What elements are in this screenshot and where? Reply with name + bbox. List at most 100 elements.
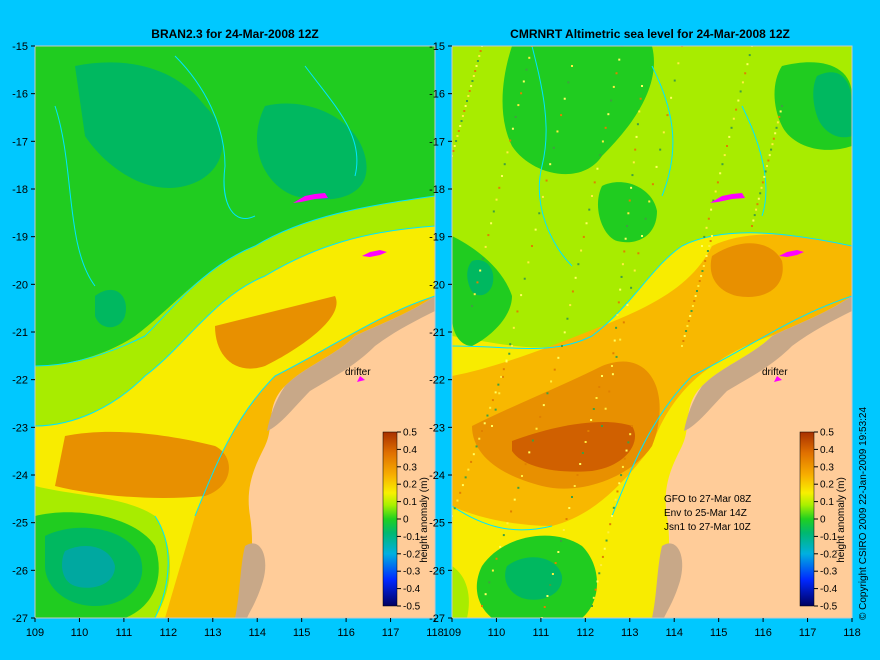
track-dot	[501, 175, 503, 177]
track-dot	[505, 360, 508, 363]
track-dot	[618, 58, 621, 61]
track-dot	[484, 593, 487, 596]
track-dot	[571, 496, 573, 498]
track-dot	[748, 54, 751, 57]
track-dot	[551, 573, 554, 575]
track-dot	[700, 275, 703, 277]
track-dot	[464, 105, 467, 107]
track-dot	[619, 338, 622, 341]
track-dot	[633, 269, 636, 272]
track-dot	[601, 555, 604, 558]
track-dot	[770, 148, 773, 151]
track-dot	[746, 63, 749, 66]
track-dot	[483, 422, 486, 425]
track-dot	[761, 181, 764, 184]
lat-tick-label: -17	[12, 136, 28, 148]
track-dot	[503, 163, 506, 166]
track-dot	[659, 148, 662, 151]
track-dot	[554, 562, 557, 564]
track-dot	[466, 100, 468, 102]
colorbar-tick-label: 0.5	[820, 428, 834, 439]
lat-tick-label: -19	[429, 232, 445, 244]
track-dot	[694, 295, 697, 297]
track-dot	[604, 407, 607, 410]
track-dot	[708, 245, 711, 247]
lat-tick-label: -23	[12, 422, 28, 434]
track-dot	[710, 208, 713, 211]
track-dot	[625, 449, 628, 452]
track-dot	[513, 498, 516, 501]
lat-tick-label: -17	[429, 136, 445, 148]
copyright-text: © Copyright CSIRO 2009 22-Jan-2009 19:53…	[858, 407, 869, 620]
track-dot	[651, 183, 654, 186]
track-dot	[577, 263, 580, 266]
track-dot	[520, 92, 523, 95]
track-dot	[626, 304, 629, 307]
track-dot	[488, 581, 491, 584]
track-dot	[511, 127, 514, 130]
track-dot	[498, 186, 501, 189]
track-dot	[453, 507, 456, 510]
track-dot	[573, 485, 576, 487]
drifter-label: drifter	[762, 367, 788, 378]
lat-tick-label: -23	[429, 422, 445, 434]
lon-tick-label: 113	[204, 627, 222, 639]
track-dot	[737, 99, 740, 102]
track-dot	[696, 290, 698, 292]
lat-tick-label: -27	[12, 613, 28, 625]
track-dot	[601, 140, 604, 143]
track-dot	[523, 277, 526, 280]
track-dot	[453, 145, 456, 147]
track-dot	[534, 228, 537, 231]
track-dot	[601, 375, 603, 377]
track-dot	[467, 468, 470, 471]
track-dot	[701, 245, 703, 247]
track-dot	[552, 146, 555, 149]
lat-tick-label: -22	[429, 375, 445, 387]
track-dot	[553, 368, 556, 371]
track-dot	[697, 285, 700, 287]
track-dot	[594, 588, 597, 591]
track-dot	[616, 314, 619, 317]
track-dot	[521, 475, 523, 477]
track-dot	[763, 175, 766, 178]
track-dot	[673, 79, 676, 82]
track-dot	[628, 199, 631, 202]
lat-tick-label: -24	[12, 470, 28, 482]
track-dot	[525, 68, 528, 71]
lat-tick-label: -15	[12, 41, 28, 53]
track-dot	[781, 105, 783, 107]
track-dot	[479, 50, 482, 52]
colorbar-tick-label: -0.4	[403, 584, 421, 595]
track-dot	[605, 539, 608, 542]
lat-tick-label: -16	[12, 89, 28, 101]
track-dot	[545, 179, 548, 182]
track-dot	[596, 580, 599, 583]
track-dot	[772, 137, 775, 140]
lat-tick-label: -15	[429, 41, 445, 53]
track-dot	[681, 345, 683, 347]
track-dot	[774, 132, 777, 135]
legend-line: Env to 25-Mar 14Z	[664, 508, 747, 519]
track-dot	[541, 195, 544, 198]
track-dot	[687, 320, 690, 322]
track-dot	[608, 390, 611, 393]
track-dot	[456, 135, 459, 137]
track-dot	[634, 148, 637, 151]
track-dot	[528, 451, 531, 454]
track-dot	[546, 595, 549, 597]
lat-tick-label: -26	[429, 565, 445, 577]
track-dot	[607, 113, 610, 116]
lon-tick-label: 115	[710, 627, 728, 639]
track-dot	[612, 85, 615, 88]
track-dot	[702, 265, 705, 267]
track-dot	[600, 564, 603, 567]
track-dot	[592, 596, 595, 599]
track-dot	[604, 126, 607, 129]
track-dot	[561, 345, 563, 347]
track-dot	[768, 154, 771, 157]
track-dot	[497, 383, 500, 386]
map-plot-area: drifter 0.5 0.4 0.3 0.2 0.1 0 -0.1 -0.2 -0.3 -0.4…	[35, 46, 435, 618]
colorbar-tick-label: -0.3	[403, 567, 421, 578]
lat-tick-label: -25	[429, 518, 445, 530]
